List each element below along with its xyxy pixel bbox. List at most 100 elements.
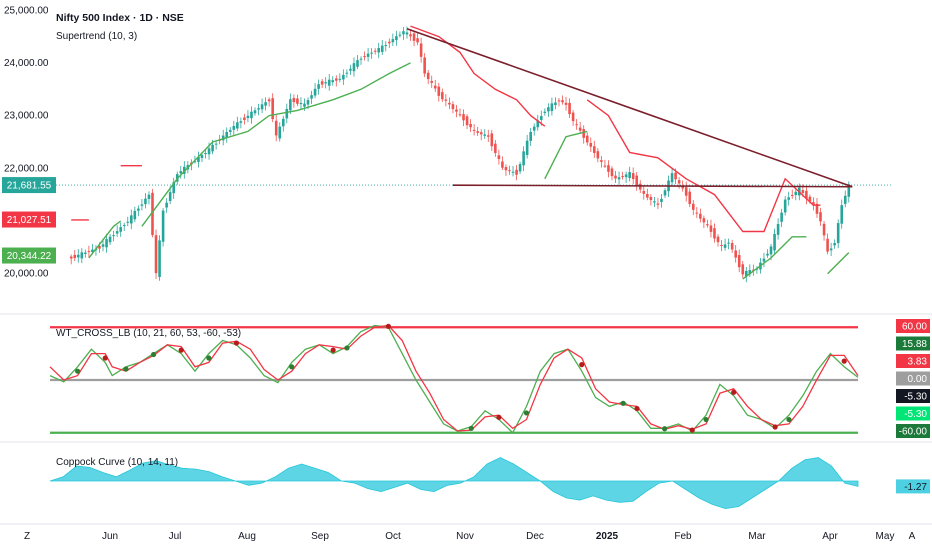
x-tick-label: Aug: [238, 531, 256, 542]
candle-body: [624, 174, 628, 178]
candle-body: [582, 129, 586, 138]
candle-body: [621, 176, 624, 178]
wave-trend-line-2: [49, 324, 859, 432]
candle-body: [324, 82, 327, 84]
candle-body: [419, 43, 423, 57]
candle-body: [147, 194, 151, 199]
candle-body: [536, 120, 540, 128]
candle-body: [808, 196, 812, 202]
price-y-tick-label: 24,000.00: [4, 58, 49, 69]
wt-badge: [896, 389, 930, 403]
candle-body: [773, 233, 776, 251]
candle-body: [299, 102, 303, 105]
candle-body: [568, 102, 571, 115]
candle-body: [122, 225, 126, 227]
candle-body: [140, 204, 144, 206]
candle-body: [801, 190, 805, 194]
candle-body: [674, 172, 677, 180]
candle-body: [285, 108, 289, 119]
candle-body: [812, 202, 815, 205]
candle-body: [84, 252, 87, 254]
candle-body: [677, 180, 681, 184]
candle-body: [561, 100, 564, 103]
cross-marker: [385, 323, 391, 329]
candle-body: [720, 244, 723, 246]
candle-body: [762, 258, 766, 262]
price-pane: 25,000.00 24,000.00 23,000.00 22,000.00 20,0…: [2, 5, 892, 283]
cross-marker: [786, 416, 792, 423]
wt-badge: [896, 336, 930, 351]
candle-body: [494, 143, 497, 153]
supertrend-legend: Supertrend (10, 3): [56, 31, 137, 42]
cross-marker: [102, 355, 108, 361]
candle-body: [338, 78, 342, 80]
candle-body: [805, 190, 808, 199]
candle-body: [239, 121, 243, 123]
candle-body: [165, 202, 168, 208]
candle-body: [836, 223, 840, 244]
price-badge-label: 20,344.22: [7, 251, 52, 262]
candle-body: [207, 148, 211, 155]
candle-body: [571, 112, 575, 122]
candle-body: [250, 111, 253, 119]
candle-body: [469, 124, 472, 128]
candle-body: [359, 58, 363, 60]
candle-body: [306, 100, 310, 105]
candle-body: [709, 225, 713, 232]
candle-body: [105, 239, 108, 248]
candle-body: [504, 167, 508, 171]
cross-marker: [634, 405, 640, 412]
x-tick-label: Mar: [748, 531, 766, 542]
cross-marker: [662, 426, 668, 432]
candle-body: [730, 243, 734, 250]
candle-body: [522, 151, 525, 166]
price-badge-label: 21,027.51: [7, 215, 52, 226]
trendline: [406, 27, 853, 188]
cross-marker: [289, 364, 295, 370]
candle-body: [119, 227, 122, 232]
cross-marker: [123, 366, 129, 372]
cross-marker: [772, 424, 778, 430]
candle-body: [91, 249, 94, 253]
candle-body: [412, 33, 416, 41]
candle-body: [416, 38, 419, 43]
candle-body: [843, 195, 847, 204]
candle-body: [80, 252, 84, 259]
candle-body: [129, 215, 133, 224]
candle-body: [352, 63, 356, 72]
candle-body: [366, 53, 370, 57]
candle-body: [479, 132, 483, 135]
wt-badge: [896, 371, 930, 386]
candle-body: [455, 109, 458, 112]
candle-body: [281, 118, 285, 127]
candle-body: [87, 251, 91, 253]
coppock-area: [49, 457, 859, 510]
candle-body: [497, 155, 501, 159]
coppock-pane: -1.27: [0, 441, 932, 510]
candle-body: [271, 98, 274, 120]
wave-trend-legend: WT_CROSS_LB (10, 21, 60, 53, -60, -53): [56, 328, 241, 339]
candle-body: [815, 203, 819, 214]
candle-body: [405, 32, 409, 35]
candle-body: [723, 244, 727, 248]
candle-body: [649, 196, 653, 201]
candle-body: [221, 135, 225, 141]
candle-body: [532, 126, 536, 131]
candle-body: [691, 203, 695, 210]
candle-body: [108, 236, 112, 243]
candle-body: [635, 175, 639, 186]
candle-body: [476, 131, 479, 133]
candle-body: [257, 108, 260, 110]
candle-body: [179, 171, 183, 174]
candle-body: [214, 143, 218, 145]
candle-body: [508, 170, 511, 172]
price-y-tick-label: 25,000.00: [4, 5, 49, 16]
candle-body: [204, 152, 207, 155]
candle-body: [76, 254, 80, 258]
candle-body: [529, 131, 532, 141]
candle-body: [741, 264, 745, 275]
price-badge-label: 21,681.55: [7, 181, 52, 192]
candle-body: [133, 210, 137, 220]
cross-marker: [703, 416, 709, 423]
candle-body: [69, 256, 73, 259]
